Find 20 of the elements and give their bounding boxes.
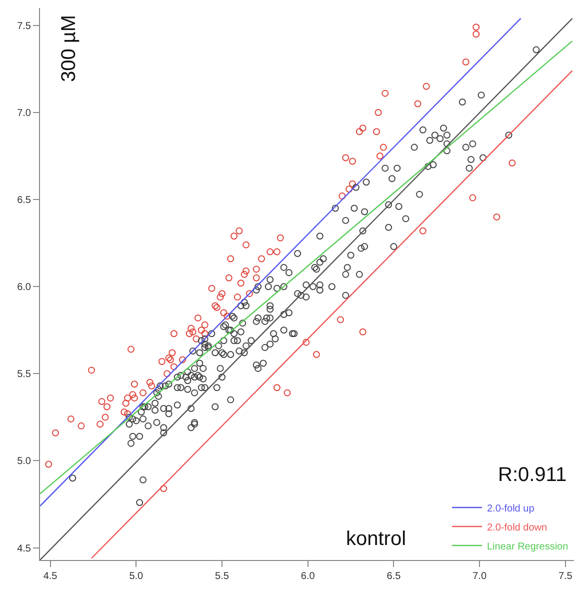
x-tick-label: 6.5 — [386, 571, 402, 582]
y-tick-label: 4.5 — [17, 543, 32, 554]
legend-label: 2.0-fold down — [487, 522, 548, 534]
y-tick-label: 6.0 — [17, 282, 32, 294]
x-axis-title: kontrol — [346, 528, 406, 550]
y-tick-label: 5.5 — [17, 369, 32, 380]
annotation: R:0.911 — [498, 464, 567, 486]
legend-label: Linear Regression — [487, 541, 568, 552]
legend-label: 2.0-fold up — [487, 503, 535, 514]
x-tick-label: 6.0 — [300, 571, 316, 582]
x-tick-label: 7.0 — [472, 571, 487, 582]
x-tick-label: 7.5 — [558, 571, 573, 582]
y-tick-label: 5.0 — [17, 456, 32, 468]
y-axis-title: 300 µM — [58, 14, 80, 82]
x-tick-label: 5.5 — [215, 571, 230, 582]
y-tick-label: 7.5 — [17, 20, 32, 32]
x-tick-label: 4.5 — [43, 571, 58, 582]
x-tick-label: 5.0 — [129, 571, 144, 582]
y-tick-label: 6.5 — [17, 195, 32, 206]
y-tick-label: 7.0 — [17, 108, 32, 119]
